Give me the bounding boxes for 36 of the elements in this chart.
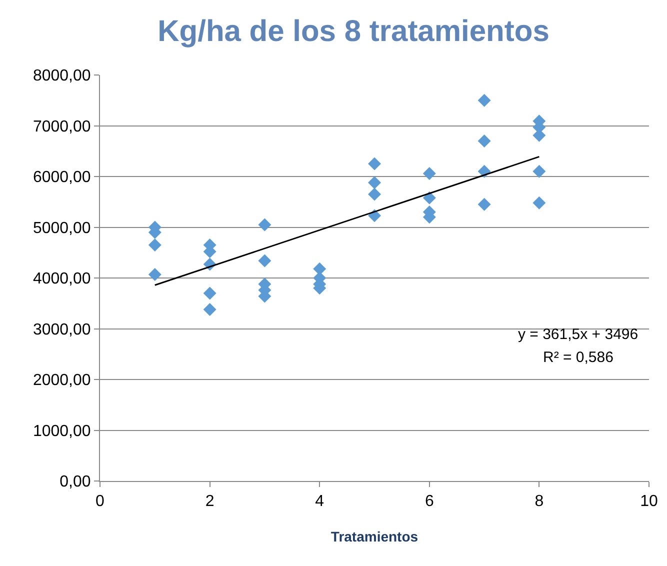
point bbox=[368, 176, 381, 190]
annotation: y = 361,5x + 3496 bbox=[518, 326, 638, 343]
y-tick-label: 0,00 bbox=[60, 474, 91, 491]
y-tick-label: 7000,00 bbox=[32, 118, 91, 136]
y-tick-label: 3000,00 bbox=[32, 321, 91, 338]
y-tick-label: 8000,00 bbox=[32, 68, 91, 85]
x-tick-label: 4 bbox=[315, 493, 324, 510]
y-tick-label: 5000,00 bbox=[32, 220, 91, 237]
point bbox=[532, 164, 546, 178]
x-tick-label: 2 bbox=[205, 493, 214, 510]
point bbox=[148, 268, 162, 281]
x-axis-title: Tratamientos bbox=[330, 528, 418, 544]
point bbox=[203, 286, 216, 300]
point bbox=[258, 254, 272, 268]
point bbox=[258, 218, 272, 232]
point bbox=[478, 134, 491, 148]
x-tick-label: 6 bbox=[424, 493, 434, 510]
y-tick-label: 2000,00 bbox=[32, 372, 91, 390]
chart-title: Kg/ha de los 8 tratamientos bbox=[158, 14, 550, 48]
point bbox=[422, 166, 436, 180]
x-tick-label: 10 bbox=[640, 493, 658, 510]
point bbox=[203, 302, 216, 316]
y-tick-label: 6000,00 bbox=[32, 169, 91, 186]
annotation: R² = 0,586 bbox=[543, 349, 614, 366]
point bbox=[148, 238, 162, 252]
point bbox=[313, 262, 326, 276]
point bbox=[368, 188, 381, 201]
point bbox=[532, 196, 546, 210]
point bbox=[478, 94, 491, 107]
point bbox=[422, 191, 436, 204]
y-tick-label: 4000,00 bbox=[32, 270, 91, 288]
point bbox=[368, 157, 381, 170]
x-tick-label: 0 bbox=[96, 493, 105, 510]
point bbox=[478, 198, 491, 211]
y-tick-label: 1000,00 bbox=[32, 422, 91, 440]
x-tick-label: 8 bbox=[534, 493, 544, 510]
